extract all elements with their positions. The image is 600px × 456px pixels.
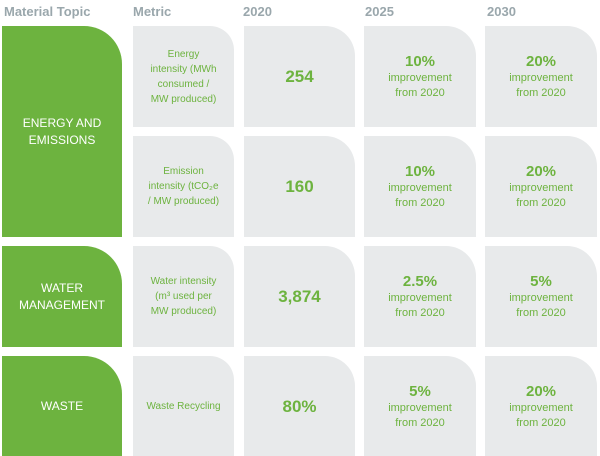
target-note: improvement from 2020 xyxy=(388,292,452,319)
metric-line: consumed / xyxy=(157,78,210,90)
baseline-cell: 254 xyxy=(244,26,355,127)
metric-line: / MW produced) xyxy=(147,196,220,207)
target-cell: 10% improvement from 2020 xyxy=(364,26,476,127)
target-note: improvement from 2020 xyxy=(388,72,452,99)
metric-line: Energy xyxy=(167,48,200,60)
header-label: 2025 xyxy=(365,4,394,19)
header-label: Material Topic xyxy=(4,4,91,19)
target-cell: 20% improvement from 2020 xyxy=(485,356,597,456)
target-value: 5% xyxy=(530,273,552,290)
topic-name: WATER MANAGEMENT xyxy=(18,280,105,312)
target-cell: 20% improvement from 2020 xyxy=(485,136,597,237)
target-note: improvement from 2020 xyxy=(509,402,573,429)
baseline-value: 3,874 xyxy=(278,286,321,306)
target-value: 20% xyxy=(525,383,557,400)
topic-cell: WATER MANAGEMENT xyxy=(2,246,122,347)
metric-line: intensity (tCO₂e xyxy=(148,181,219,192)
target-cell: 20% improvement from 2020 xyxy=(485,26,597,127)
header-label: 2030 xyxy=(487,4,516,19)
topic-cell: ENERGY AND EMISSIONS xyxy=(2,26,122,237)
target-cell: 2.5% improvement from 2020 xyxy=(364,246,476,347)
target-note: improvement from 2020 xyxy=(509,182,573,209)
metric-line: Waste Recycling xyxy=(146,401,221,412)
metric-line: Emission xyxy=(163,166,204,177)
metric-line: Water intensity xyxy=(150,276,217,287)
target-value: 5% xyxy=(409,383,431,400)
metric-cell: Emission intensity (tCO₂e / MW produced) xyxy=(133,136,234,237)
target-cell: 5% improvement from 2020 xyxy=(485,246,597,347)
header-label: Metric xyxy=(133,4,172,19)
metric-line: intensity (MWh xyxy=(150,63,217,75)
target-value: 10% xyxy=(404,53,436,70)
target-value: 20% xyxy=(525,163,557,180)
baseline-cell: 160 xyxy=(244,136,355,237)
target-cell: 5% improvement from 2020 xyxy=(364,356,476,456)
target-note: improvement from 2020 xyxy=(388,182,452,209)
topic-name: ENERGY AND EMISSIONS xyxy=(22,115,102,147)
metric-line: MW produced) xyxy=(150,93,217,105)
metric-cell: Waste Recycling xyxy=(133,356,234,456)
target-note: improvement from 2020 xyxy=(509,292,573,319)
target-note: improvement from 2020 xyxy=(388,402,452,429)
baseline-cell: 3,874 xyxy=(244,246,355,347)
metric-cell: Energy intensity (MWh consumed / MW produce… xyxy=(133,26,234,127)
topic-name: WASTE xyxy=(40,399,84,413)
baseline-value: 254 xyxy=(285,66,314,86)
header-label: 2020 xyxy=(243,4,272,19)
baseline-cell: 80% xyxy=(244,356,355,456)
metric-line: (m³ used per xyxy=(155,291,212,302)
baseline-value: 160 xyxy=(285,176,314,196)
baseline-value: 80% xyxy=(282,396,317,416)
target-value: 10% xyxy=(404,163,436,180)
target-value: 2.5% xyxy=(402,273,438,290)
metric-cell: Water intensity (m³ used per MW produced) xyxy=(133,246,234,347)
target-note: improvement from 2020 xyxy=(509,72,573,99)
metric-line: MW produced) xyxy=(150,306,217,317)
target-value: 20% xyxy=(525,53,557,70)
target-cell: 10% improvement from 2020 xyxy=(364,136,476,237)
topic-cell: WASTE xyxy=(2,356,122,456)
